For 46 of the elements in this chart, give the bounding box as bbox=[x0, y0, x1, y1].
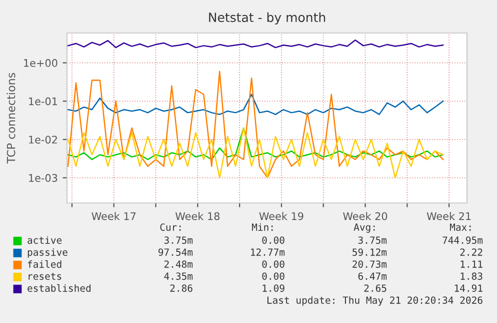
text: 4.35m bbox=[164, 272, 193, 280]
text: 1.11 bbox=[460, 260, 482, 268]
text: 3.75m bbox=[164, 236, 193, 244]
x-tick-label: Week 18 bbox=[175, 212, 220, 220]
x-tick-label: Week 21 bbox=[426, 212, 471, 220]
text: Last update: Thu May 21 20:20:34 2026 bbox=[267, 296, 482, 306]
text: 2.65 bbox=[364, 284, 386, 292]
line-series bbox=[67, 70, 444, 178]
line-series bbox=[67, 127, 444, 160]
legend-label: active bbox=[28, 236, 62, 244]
x-tick-label: Week 20 bbox=[343, 212, 388, 220]
y-axis-title: TCP connections bbox=[6, 72, 16, 164]
text: 1.09 bbox=[262, 284, 284, 292]
text: 2.48m bbox=[164, 260, 193, 268]
text: 1.83 bbox=[460, 272, 482, 280]
text: Max: bbox=[450, 224, 471, 231]
line-series bbox=[67, 127, 444, 178]
x-tick-label: Week 19 bbox=[259, 212, 304, 220]
text: 3.75m bbox=[358, 236, 387, 244]
text: Min: bbox=[252, 223, 273, 231]
line-series bbox=[67, 40, 444, 48]
legend-label: failed bbox=[28, 260, 62, 268]
y-tick-label: 1e-01 bbox=[29, 97, 58, 106]
legend-label: established bbox=[28, 284, 90, 292]
text: 0.00 bbox=[262, 260, 284, 268]
text: 0.00 bbox=[262, 236, 284, 244]
text: 2.86 bbox=[170, 284, 192, 292]
line-series bbox=[67, 94, 444, 116]
text: 12.77m bbox=[251, 248, 285, 256]
y-tick-label: 1e+00 bbox=[24, 59, 58, 67]
text: Avg: bbox=[354, 224, 375, 233]
text: 97.54m bbox=[158, 248, 193, 256]
text: 14.91 bbox=[454, 284, 482, 292]
text: 744.95m bbox=[442, 236, 483, 244]
x-tick-label: Week 17 bbox=[92, 212, 136, 220]
text: 59.12m bbox=[352, 248, 387, 256]
y-tick-label: 1e-02 bbox=[29, 136, 57, 144]
legend-label: resets bbox=[28, 272, 62, 280]
y-tick-label: 1e-03 bbox=[29, 174, 58, 182]
text: 0.00 bbox=[262, 272, 284, 280]
text: Cur: bbox=[160, 223, 181, 231]
chart-title: Netstat - by month bbox=[209, 12, 326, 24]
text: 20.73m bbox=[352, 260, 387, 268]
legend-label: passive bbox=[28, 248, 68, 258]
text: 2.22 bbox=[460, 248, 482, 256]
text: 6.47m bbox=[358, 272, 387, 280]
